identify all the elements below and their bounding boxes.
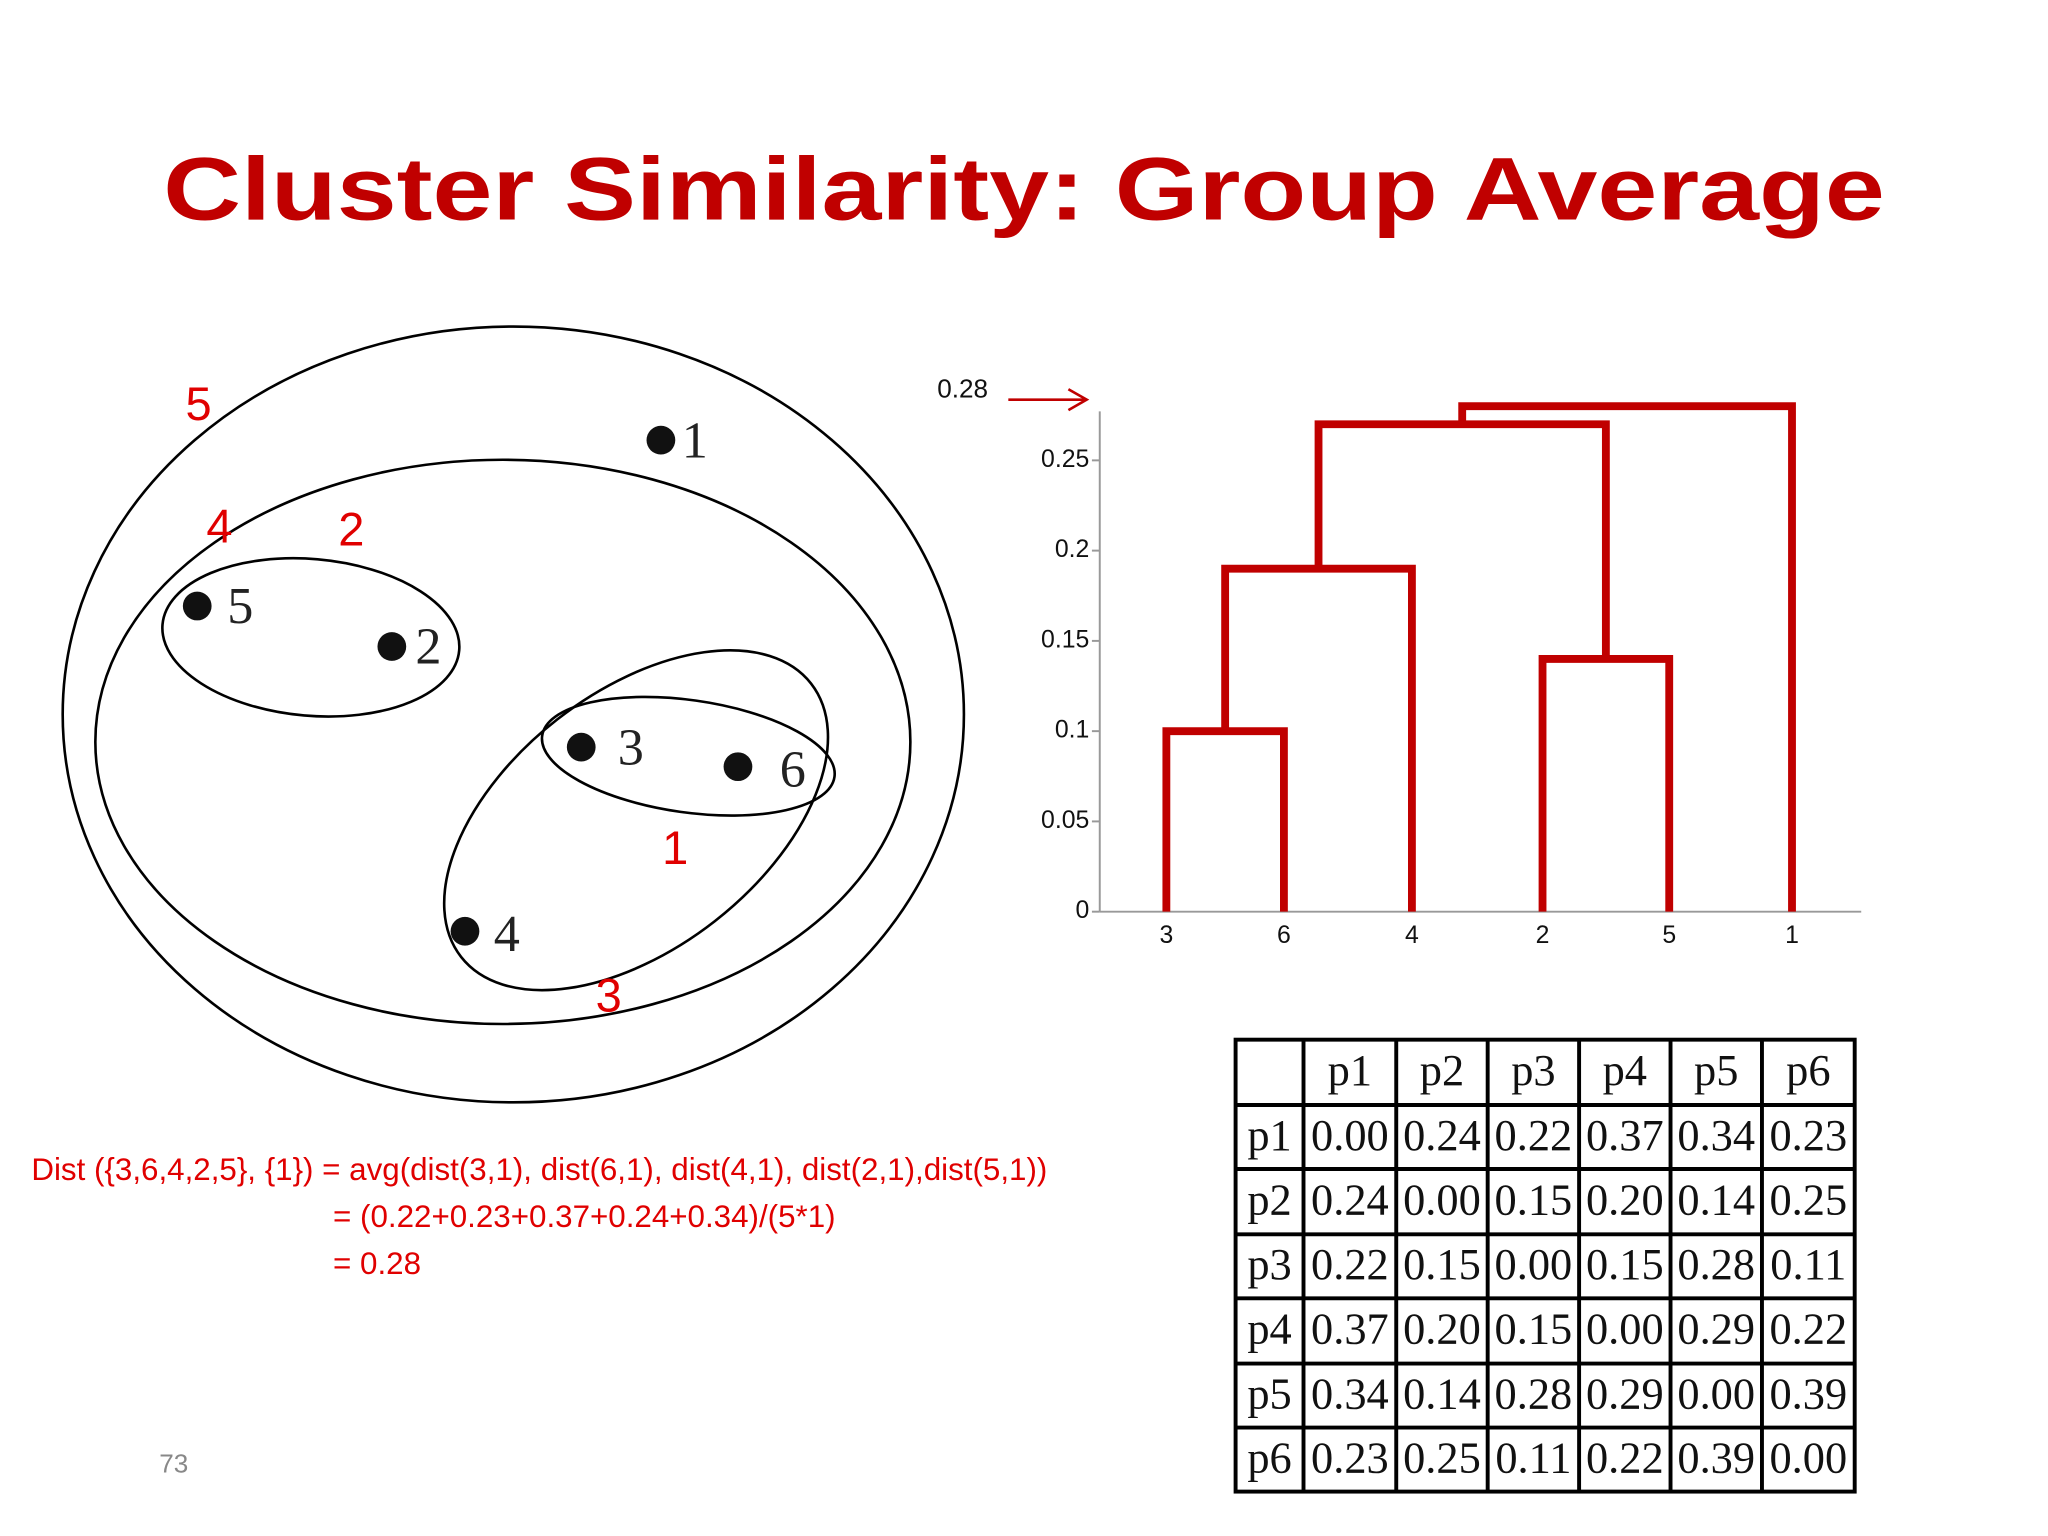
table-cell: p6 bbox=[1247, 1432, 1291, 1482]
table-cell: p2 bbox=[1247, 1174, 1291, 1224]
table-cell: 0.28 bbox=[1495, 1368, 1573, 1418]
table-cell: 0.23 bbox=[1311, 1432, 1389, 1482]
formula-line: = 0.28 bbox=[333, 1246, 421, 1281]
table-cell: 0.24 bbox=[1403, 1110, 1481, 1160]
table-cell: 0.15 bbox=[1403, 1239, 1481, 1289]
page-number: 73 bbox=[159, 1448, 188, 1478]
arrow-head bbox=[1067, 388, 1090, 412]
table-cell: 0.39 bbox=[1677, 1432, 1755, 1482]
y-tick-label: 0.1 bbox=[1055, 717, 1089, 744]
x-tick-label: 4 bbox=[1405, 922, 1419, 949]
table-cell: 0.24 bbox=[1311, 1174, 1389, 1224]
dendrogram-link bbox=[1458, 402, 1796, 912]
point bbox=[377, 632, 407, 661]
table-cell: 0.20 bbox=[1403, 1304, 1481, 1354]
cluster-order-label: 4 bbox=[206, 500, 232, 553]
x-tick-label: 1 bbox=[1785, 922, 1799, 949]
formula-line: = (0.22+0.23+0.37+0.24+0.34)/(5*1) bbox=[333, 1199, 836, 1234]
y-tick-label: 0 bbox=[1076, 897, 1090, 924]
table-cell: 0.37 bbox=[1586, 1110, 1664, 1160]
cluster-order-label: 1 bbox=[662, 821, 688, 874]
table-cell: 0.00 bbox=[1495, 1239, 1573, 1289]
ellipse bbox=[161, 556, 461, 718]
cluster-order-label: 3 bbox=[596, 969, 622, 1022]
table-cell: p3 bbox=[1511, 1045, 1555, 1095]
cluster-order-label: 2 bbox=[338, 502, 364, 555]
table-cell: 0.15 bbox=[1495, 1304, 1573, 1354]
table-cell: 0.00 bbox=[1311, 1110, 1389, 1160]
table-cell: p1 bbox=[1247, 1110, 1291, 1160]
point bbox=[646, 425, 676, 455]
table-cell: 0.00 bbox=[1769, 1432, 1847, 1482]
x-tick-label: 5 bbox=[1662, 922, 1676, 949]
table-cell: 0.25 bbox=[1403, 1432, 1481, 1482]
table-cell: 0.34 bbox=[1311, 1368, 1389, 1418]
ellipse bbox=[540, 695, 836, 817]
table-cell: 0.11 bbox=[1770, 1239, 1846, 1289]
cluster-order-label: 5 bbox=[185, 377, 211, 430]
table-cell: 0.22 bbox=[1495, 1110, 1573, 1160]
table-cell: 0.15 bbox=[1586, 1239, 1664, 1289]
slide-title: Cluster Similarity: Group Average bbox=[163, 139, 1884, 238]
ellipse bbox=[442, 649, 830, 992]
table-cell: 0.22 bbox=[1311, 1239, 1389, 1289]
x-tick-label: 6 bbox=[1277, 922, 1291, 949]
table-cell: 0.14 bbox=[1403, 1368, 1481, 1418]
point-label: 1 bbox=[682, 411, 708, 469]
table-cell: p5 bbox=[1694, 1045, 1738, 1095]
x-tick-label: 3 bbox=[1159, 922, 1173, 949]
point bbox=[450, 916, 480, 946]
point-label: 5 bbox=[227, 577, 253, 635]
point-label: 2 bbox=[415, 618, 441, 676]
dendrogram-link bbox=[1221, 564, 1416, 912]
table-cell: 0.15 bbox=[1495, 1174, 1573, 1224]
table-cell: p3 bbox=[1247, 1239, 1291, 1289]
table-cell: p6 bbox=[1786, 1045, 1830, 1095]
table-cell: 0.29 bbox=[1586, 1368, 1664, 1418]
point bbox=[566, 732, 596, 762]
table-cell: 0.39 bbox=[1769, 1368, 1847, 1418]
y-tick-label: 0.15 bbox=[1041, 626, 1089, 653]
table-cell: p2 bbox=[1420, 1045, 1464, 1095]
table-cell: 0.29 bbox=[1677, 1304, 1755, 1354]
table-cell: p4 bbox=[1247, 1304, 1291, 1354]
point bbox=[723, 752, 753, 782]
table-cell: 0.00 bbox=[1586, 1304, 1664, 1354]
dendrogram-link bbox=[1162, 727, 1288, 912]
ellipse bbox=[94, 458, 912, 1026]
point bbox=[182, 591, 212, 621]
table-border bbox=[1233, 1037, 1857, 1494]
point-label: 4 bbox=[494, 905, 520, 963]
marker-label: 0.28 bbox=[937, 373, 988, 403]
y-tick-label: 0.2 bbox=[1055, 536, 1089, 563]
x-tick-label: 2 bbox=[1536, 922, 1550, 949]
dendrogram-link bbox=[1538, 655, 1674, 912]
table-cell: 0.00 bbox=[1403, 1174, 1481, 1224]
table-cell: 0.00 bbox=[1677, 1368, 1755, 1418]
cluster-ellipses bbox=[61, 325, 966, 1104]
table-cell: 0.37 bbox=[1311, 1304, 1389, 1354]
table-cell: 0.22 bbox=[1586, 1432, 1664, 1482]
ellipse bbox=[61, 325, 966, 1104]
table-cell: p1 bbox=[1328, 1045, 1372, 1095]
table-cell: 0.34 bbox=[1677, 1110, 1755, 1160]
table-cell: 0.14 bbox=[1677, 1174, 1755, 1224]
table-cell: 0.28 bbox=[1677, 1239, 1755, 1289]
table-cell: 0.20 bbox=[1586, 1174, 1664, 1224]
table-cell: p4 bbox=[1603, 1045, 1647, 1095]
dendrogram-link bbox=[1314, 420, 1610, 659]
table-cell: 0.23 bbox=[1769, 1110, 1847, 1160]
table-cell: 0.11 bbox=[1495, 1432, 1571, 1482]
point-label: 6 bbox=[780, 741, 806, 799]
table-cell: 0.22 bbox=[1769, 1304, 1847, 1354]
y-tick-label: 0.05 bbox=[1041, 807, 1089, 834]
table-cell: p5 bbox=[1247, 1368, 1291, 1418]
table-cell: 0.25 bbox=[1769, 1174, 1847, 1224]
point-label: 3 bbox=[618, 718, 644, 776]
formula-line: Dist ({3,6,4,2,5}, {1}) = avg(dist(3,1),… bbox=[31, 1152, 1047, 1187]
y-tick-label: 0.25 bbox=[1041, 446, 1089, 473]
